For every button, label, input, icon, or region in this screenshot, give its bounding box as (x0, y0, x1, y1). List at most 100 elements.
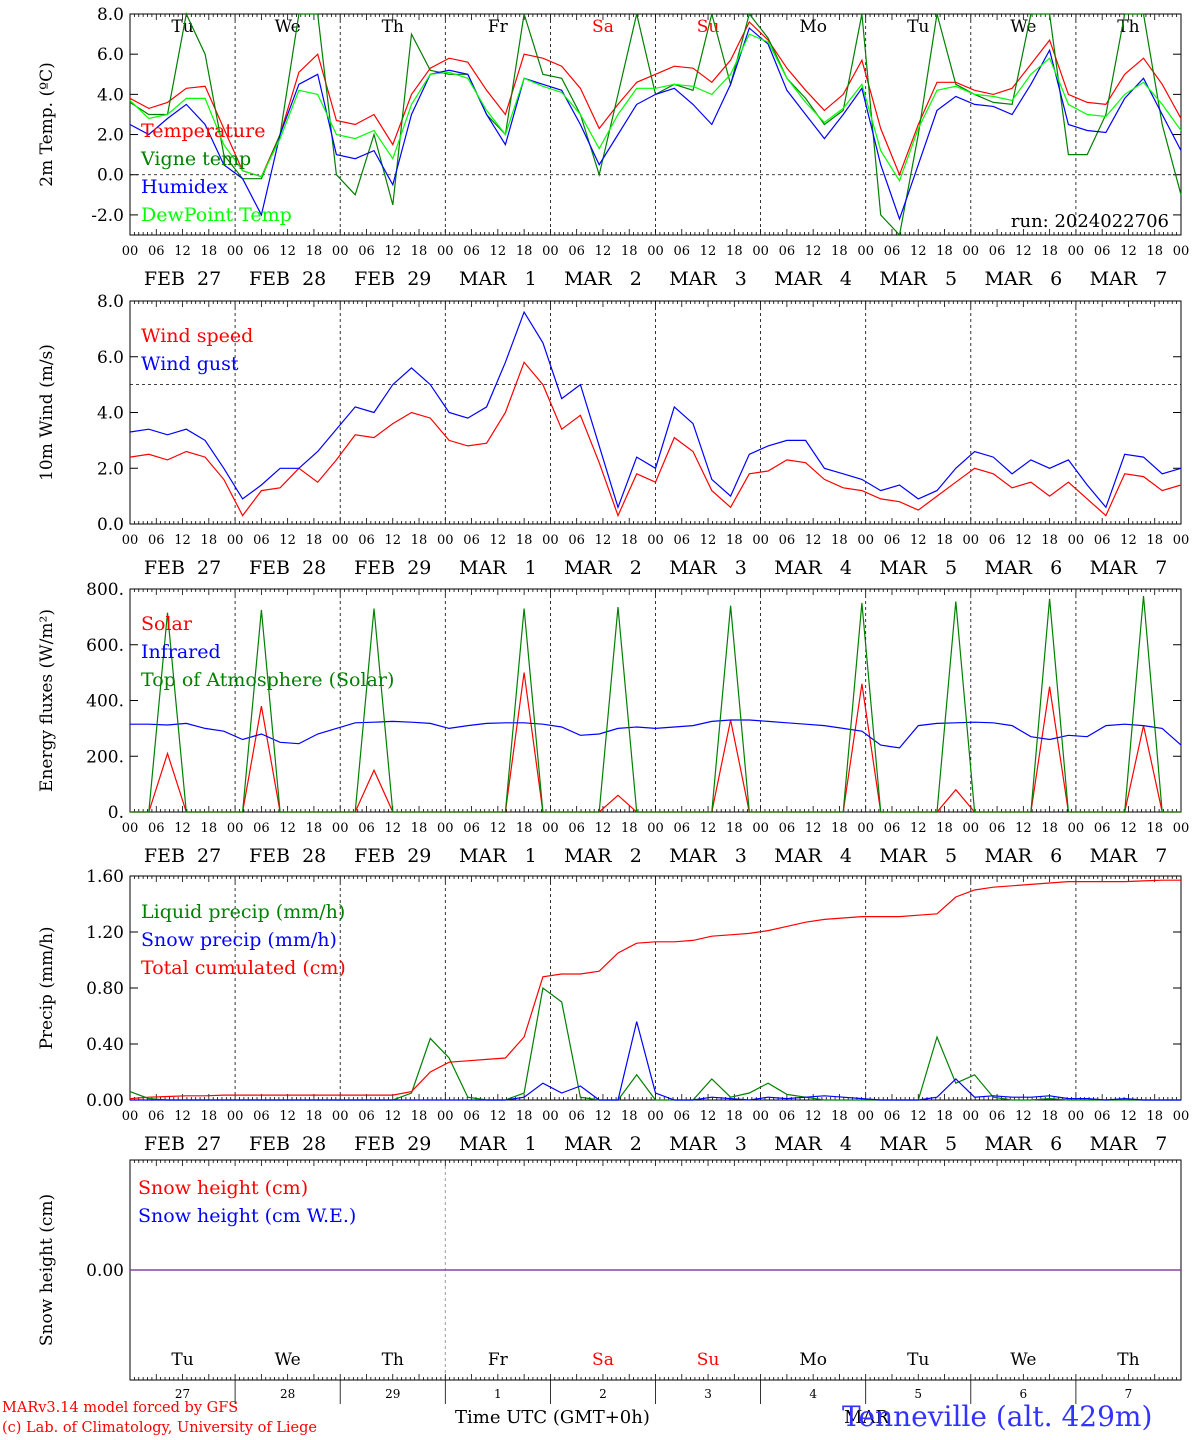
hour-label: 12 (700, 244, 717, 259)
y-tick-label: 0.40 (86, 1035, 124, 1055)
hour-label: 00 (647, 821, 664, 836)
hour-label: 18 (201, 533, 218, 548)
date-label: FEB 28 (249, 268, 326, 290)
hour-label: 12 (805, 821, 822, 836)
panel-3: 0. 200. 400. 600. 800. Energy fluxes (W/m²) 00… (37, 580, 1189, 867)
date-label: MAR 4 (774, 845, 852, 867)
date-label: MAR 7 (1090, 1133, 1168, 1155)
series-wind-speed (129, 361, 1182, 518)
hour-label: 06 (463, 1109, 480, 1124)
hour-label: 18 (621, 821, 638, 836)
hour-label: 00 (1173, 1109, 1190, 1124)
hour-label: 18 (726, 244, 743, 259)
hour-label: 12 (490, 821, 507, 836)
date-label: MAR 6 (984, 557, 1062, 579)
hour-label: 06 (989, 821, 1006, 836)
hour-label: 00 (857, 821, 874, 836)
hour-label: 18 (306, 244, 323, 259)
y-tick-label: 2.0 (97, 459, 124, 479)
hour-label: 18 (306, 1109, 323, 1124)
panel-5: 0.00 Snow height (cm) Tu 27 We 28 Th 29 Fr 1 Sa 2 Su… (37, 1159, 1182, 1404)
date-label: MAR 5 (879, 557, 957, 579)
hour-label: 00 (1173, 244, 1190, 259)
date-label: MAR 2 (564, 557, 642, 579)
panel-frame (129, 588, 1182, 813)
weekday-label: Th (382, 1350, 404, 1370)
y-axis-label: Precip (mm/h) (37, 926, 57, 1049)
hour-label: 00 (437, 821, 454, 836)
hour-label: 12 (1015, 821, 1032, 836)
series-humidex (129, 27, 1182, 221)
month-label: MAR (844, 1407, 889, 1428)
hour-label: 18 (516, 1109, 533, 1124)
hour-label: 18 (1146, 244, 1163, 259)
hour-label: 12 (1015, 1109, 1032, 1124)
hour-label: 00 (332, 244, 349, 259)
date-label: MAR 7 (1090, 557, 1168, 579)
y-tick-label: 8.0 (97, 5, 124, 25)
date-label: MAR 2 (564, 268, 642, 290)
hour-label: 18 (411, 821, 428, 836)
day-number-label: 6 (1020, 1387, 1028, 1401)
panel-2: 0.0 2.0 4.0 6.0 8.0 10m Wind (m/s) 00 06 12 18 FEB… (37, 292, 1189, 579)
series-wind-gust (129, 310, 1182, 510)
date-label: MAR 3 (669, 845, 747, 867)
hour-label: 12 (700, 533, 717, 548)
panel-4: 0.00 0.40 0.80 1.20 1.60 Precip (mm/h) 00 06 12 1… (37, 867, 1189, 1155)
hour-label: 00 (122, 1109, 139, 1124)
series-total-cumulated-cm (129, 879, 1181, 1100)
hour-label: 06 (674, 821, 691, 836)
hour-label: 06 (989, 1109, 1006, 1124)
panel-1: -2.0 0.0 2.0 4.0 6.0 8.0 2m Temp. (ºC) Tu We Th Fr… (37, 5, 1189, 290)
hour-label: 00 (332, 533, 349, 548)
hour-label: 00 (227, 533, 244, 548)
hour-label: 18 (1041, 1109, 1058, 1124)
hour-label: 18 (1146, 533, 1163, 548)
hour-label: 06 (148, 1109, 165, 1124)
hour-label: 00 (647, 1109, 664, 1124)
hour-label: 06 (148, 244, 165, 259)
y-tick-label: 6.0 (97, 45, 124, 65)
hour-label: 00 (752, 244, 769, 259)
hour-label: 12 (1120, 244, 1137, 259)
date-label: FEB 29 (354, 1133, 431, 1155)
hour-label: 12 (279, 244, 296, 259)
hour-label: 12 (174, 821, 191, 836)
hour-label: 18 (726, 821, 743, 836)
hour-label: 00 (1068, 1109, 1085, 1124)
y-tick-label: 0.0 (97, 166, 124, 186)
hour-label: 12 (595, 244, 612, 259)
y-tick-label: 0.00 (86, 1261, 124, 1281)
hour-label: 00 (227, 1109, 244, 1124)
panel-frame (129, 300, 1182, 525)
weekday-label: Fr (488, 1350, 509, 1370)
day-number-label: 4 (809, 1387, 817, 1401)
hour-label: 00 (963, 244, 980, 259)
hour-label: 00 (122, 244, 139, 259)
hour-label: 12 (805, 244, 822, 259)
hour-label: 18 (936, 244, 953, 259)
date-label: MAR 7 (1090, 268, 1168, 290)
day-number-label: 3 (704, 1387, 712, 1401)
hour-label: 18 (726, 1109, 743, 1124)
hour-label: 06 (884, 244, 901, 259)
day-number-label: 27 (175, 1387, 190, 1401)
day-number-label: 1 (494, 1387, 502, 1401)
lab-credit: (c) Lab. of Climatology, University of L… (2, 1420, 317, 1436)
date-label: FEB 29 (354, 845, 431, 867)
date-label: MAR 6 (984, 1133, 1062, 1155)
legend-entry: Solar (141, 613, 193, 635)
hour-label: 18 (201, 244, 218, 259)
hour-label: 00 (857, 1109, 874, 1124)
day-number-label: 5 (914, 1387, 922, 1401)
hour-label: 06 (779, 533, 796, 548)
hour-label: 12 (595, 821, 612, 836)
hour-label: 18 (621, 244, 638, 259)
date-label: MAR 4 (774, 268, 852, 290)
weekday-label: Sa (592, 1350, 614, 1370)
hour-label: 00 (1068, 821, 1085, 836)
weekday-label: Tu (907, 17, 929, 37)
legend-entry: Snow height (cm) (138, 1177, 308, 1199)
hour-label: 06 (1094, 533, 1111, 548)
legend-entry: Liquid precip (mm/h) (141, 901, 345, 923)
